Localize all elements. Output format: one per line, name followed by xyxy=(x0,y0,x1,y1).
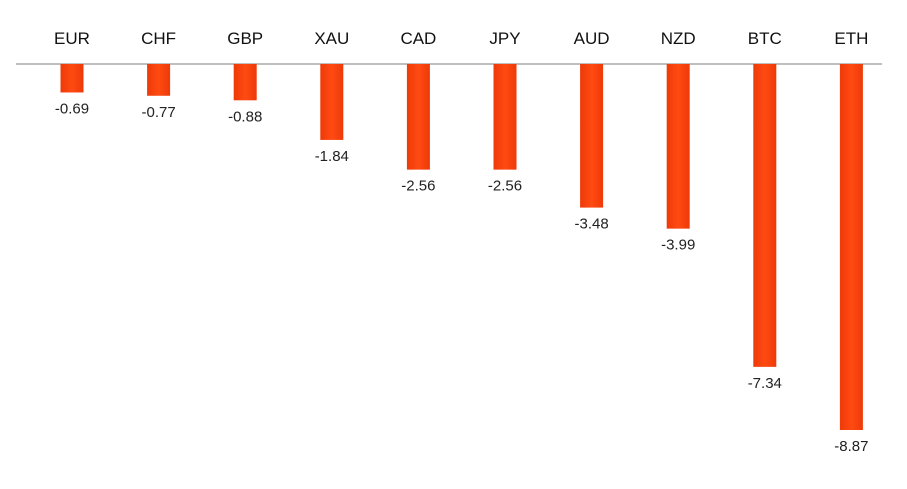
value-label-xau: -1.84 xyxy=(315,148,349,165)
bar-eur xyxy=(60,64,84,93)
value-label-jpy: -2.56 xyxy=(488,178,522,195)
category-axis-labels: EUR CHF GBP XAU CAD JPY AUD NZD BTC ETH xyxy=(54,29,868,48)
category-label-jpy: JPY xyxy=(489,29,520,48)
value-label-btc: -7.34 xyxy=(748,375,782,392)
category-label-cad: CAD xyxy=(400,29,436,48)
bar-gbp xyxy=(233,64,257,101)
category-label-eur: EUR xyxy=(54,29,90,48)
bar-chf xyxy=(147,64,171,96)
bar-jpy xyxy=(493,64,517,170)
bar-eth xyxy=(839,64,863,430)
category-label-chf: CHF xyxy=(141,29,176,48)
category-label-eth: ETH xyxy=(834,29,868,48)
category-label-gbp: GBP xyxy=(227,29,263,48)
bar-btc xyxy=(753,64,777,367)
bars-group xyxy=(60,64,863,430)
value-label-nzd: -3.99 xyxy=(661,237,695,254)
category-label-nzd: NZD xyxy=(661,29,696,48)
value-label-aud: -3.48 xyxy=(574,216,608,233)
bar-nzd xyxy=(666,64,690,229)
value-label-chf: -0.77 xyxy=(141,104,175,121)
value-label-eur: -0.69 xyxy=(55,100,89,117)
category-label-xau: XAU xyxy=(314,29,349,48)
bar-xau xyxy=(320,64,344,140)
value-label-gbp: -0.88 xyxy=(228,108,262,125)
value-labels-group: -0.69 -0.77 -0.88 -1.84 -2.56 -2.56 -3.48 -3.99… xyxy=(55,100,869,455)
value-label-eth: -8.87 xyxy=(834,438,868,455)
category-label-btc: BTC xyxy=(748,29,782,48)
bar-aud xyxy=(580,64,604,208)
bar-cad xyxy=(406,64,430,170)
category-label-aud: AUD xyxy=(574,29,610,48)
value-label-cad: -2.56 xyxy=(401,178,435,195)
